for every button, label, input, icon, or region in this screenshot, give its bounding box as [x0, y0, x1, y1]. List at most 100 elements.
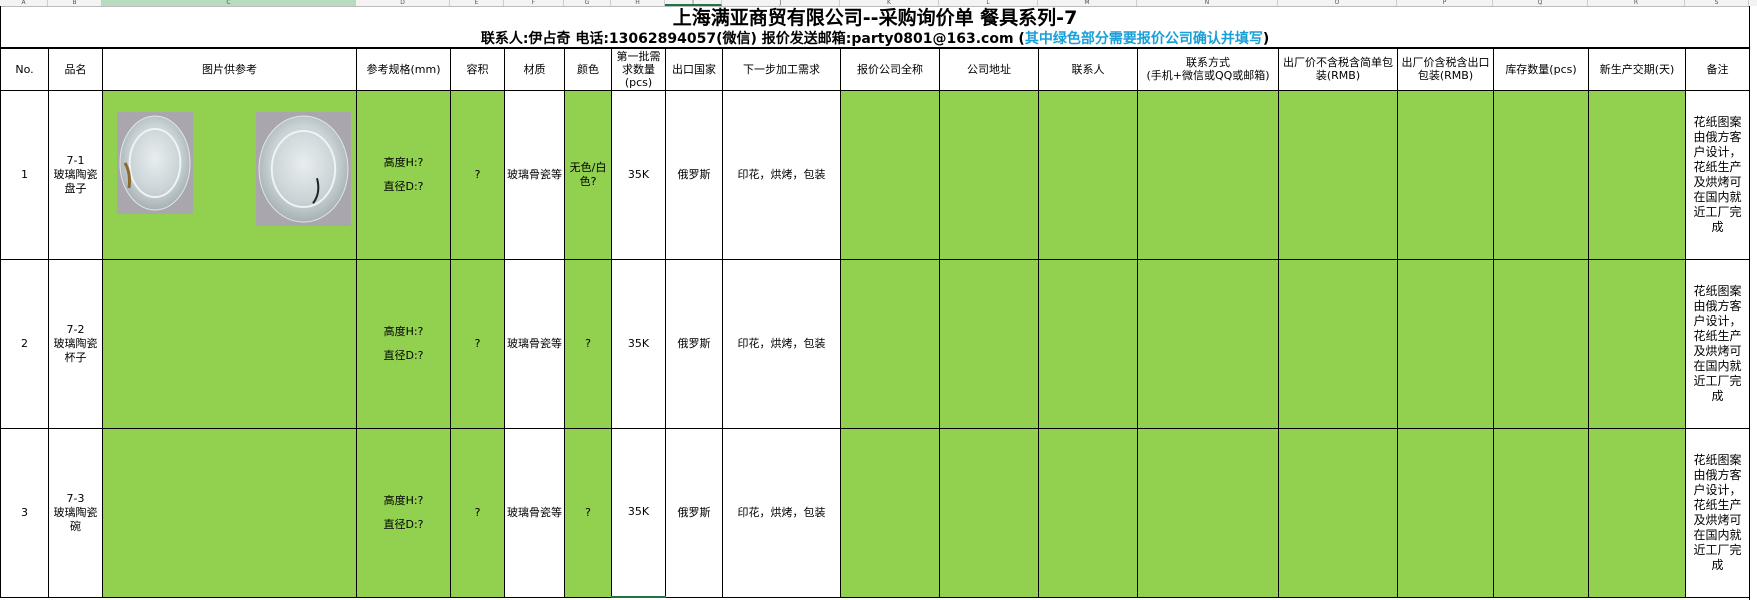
company-address-cell[interactable]	[939, 258, 1039, 429]
column-letter-C[interactable]: C	[102, 0, 356, 6]
header-cell[interactable]: 材质	[504, 47, 565, 91]
remark-cell[interactable]: 花纸图案由俄方客户设计，花纸生产及烘烤可在国内就近工厂完成	[1684, 258, 1751, 429]
no-cell[interactable]: 3	[0, 427, 49, 598]
remark-cell[interactable]: 花纸图案由俄方客户设计，花纸生产及烘烤可在国内就近工厂完成	[1684, 89, 1751, 260]
sheet-subtitle[interactable]: 联系人:伊占奇 电话:13062894057(微信) 报价发送邮箱:party0…	[0, 30, 1751, 49]
column-letter-N[interactable]: N	[1137, 0, 1278, 6]
column-letter-E[interactable]: E	[450, 0, 504, 6]
header-cell[interactable]: 图片供参考	[102, 47, 357, 91]
stock-cell[interactable]	[1493, 427, 1589, 598]
color-cell[interactable]: 无色/白色?	[564, 89, 612, 260]
image-cell[interactable]	[102, 258, 357, 429]
column-letter-A[interactable]: A	[0, 0, 48, 6]
header-cell[interactable]: 新生产交期(天)	[1588, 47, 1686, 91]
plate-photo-1[interactable]	[117, 112, 193, 218]
material-cell[interactable]: 玻璃骨瓷等	[504, 89, 565, 260]
plate-photo-2[interactable]	[256, 112, 351, 230]
price-excl-tax-cell[interactable]	[1278, 258, 1398, 429]
header-cell[interactable]: 库存数量(pcs)	[1493, 47, 1589, 91]
company-address-cell[interactable]	[939, 427, 1039, 598]
qty-cell[interactable]: 35K	[611, 89, 666, 260]
header-cell[interactable]: No.	[0, 47, 49, 91]
price-incl-tax-cell[interactable]	[1397, 427, 1494, 598]
column-letter-L[interactable]: L	[939, 0, 1038, 6]
header-cell[interactable]: 品名	[48, 47, 103, 91]
column-letter-F[interactable]: F	[504, 0, 564, 6]
column-letter-I[interactable]: I	[665, 0, 722, 6]
header-cell[interactable]: 报价公司全称	[840, 47, 940, 91]
column-letter-O[interactable]: O	[1278, 0, 1397, 6]
column-letter-R[interactable]: R	[1588, 0, 1685, 6]
column-letter-B[interactable]: B	[48, 0, 102, 6]
product-name-cell[interactable]: 7-2 玻璃陶瓷杯子	[48, 258, 103, 429]
column-letter-G[interactable]: G	[564, 0, 611, 6]
column-letter-D[interactable]: D	[356, 0, 450, 6]
process-cell[interactable]: 印花，烘烤，包装	[722, 89, 841, 260]
spec-cell[interactable]: 高度H:? 直径D:?	[356, 427, 451, 598]
stock-cell[interactable]	[1493, 89, 1589, 260]
column-letter-M[interactable]: M	[1038, 0, 1137, 6]
material-cell[interactable]: 玻璃骨瓷等	[504, 427, 565, 598]
lead-time-cell[interactable]	[1588, 89, 1686, 260]
volume-cell[interactable]: ?	[450, 258, 505, 429]
price-incl-tax-cell[interactable]	[1397, 89, 1494, 260]
header-cell[interactable]: 容积	[450, 47, 505, 91]
process-cell[interactable]: 印花，烘烤，包装	[722, 258, 841, 429]
company-address-cell[interactable]	[939, 89, 1039, 260]
header-cell[interactable]: 第一批需求数量(pcs)	[611, 47, 666, 91]
header-cell[interactable]: 出厂价不含税含简单包装(RMB)	[1278, 47, 1398, 91]
column-letter-J[interactable]: J	[722, 0, 840, 6]
company-name-cell[interactable]	[840, 427, 940, 598]
spec-cell[interactable]: 高度H:? 直径D:?	[356, 89, 451, 260]
header-cell[interactable]: 联系方式 (手机+微信或QQ或邮箱)	[1137, 47, 1279, 91]
header-cell[interactable]: 公司地址	[939, 47, 1039, 91]
contact-method-cell[interactable]	[1137, 89, 1279, 260]
no-cell[interactable]: 1	[0, 89, 49, 260]
volume-cell[interactable]: ?	[450, 89, 505, 260]
product-name-cell[interactable]: 7-1 玻璃陶瓷盘子	[48, 89, 103, 260]
column-letter-S[interactable]: S	[1685, 0, 1749, 6]
country-cell[interactable]: 俄罗斯	[665, 258, 723, 429]
header-cell[interactable]: 下一步加工需求	[722, 47, 841, 91]
qty-cell[interactable]: 35K	[611, 427, 666, 598]
remark-cell[interactable]: 花纸图案由俄方客户设计，花纸生产及烘烤可在国内就近工厂完成	[1684, 427, 1751, 598]
product-name: 玻璃陶瓷杯子	[53, 336, 98, 364]
price-incl-tax-cell[interactable]	[1397, 258, 1494, 429]
volume-cell[interactable]: ?	[450, 427, 505, 598]
country-cell[interactable]: 俄罗斯	[665, 89, 723, 260]
image-cell[interactable]	[102, 89, 357, 260]
company-name-cell[interactable]	[840, 89, 940, 260]
product-name-cell[interactable]: 7-3 玻璃陶瓷碗	[48, 427, 103, 598]
qty-cell[interactable]: 35K	[611, 258, 666, 429]
contact-method-cell[interactable]	[1137, 427, 1279, 598]
column-letter-K[interactable]: K	[840, 0, 939, 6]
spec-cell[interactable]: 高度H:? 直径D:?	[356, 258, 451, 429]
contact-method-cell[interactable]	[1137, 258, 1279, 429]
price-excl-tax-cell[interactable]	[1278, 89, 1398, 260]
company-name-cell[interactable]	[840, 258, 940, 429]
column-letter-P[interactable]: P	[1397, 0, 1493, 6]
header-cell[interactable]: 联系人	[1038, 47, 1138, 91]
image-cell[interactable]	[102, 427, 357, 598]
header-cell[interactable]: 出口国家	[665, 47, 723, 91]
sheet-title[interactable]: 上海满亚商贸有限公司--采购询价单 餐具系列-7	[0, 6, 1751, 30]
color-cell[interactable]: ?	[564, 427, 612, 598]
header-cell[interactable]: 备注	[1684, 47, 1751, 91]
process-cell[interactable]: 印花，烘烤，包装	[722, 427, 841, 598]
contact-person-cell[interactable]	[1038, 258, 1138, 429]
contact-person-cell[interactable]	[1038, 427, 1138, 598]
material-cell[interactable]: 玻璃骨瓷等	[504, 258, 565, 429]
price-excl-tax-cell[interactable]	[1278, 427, 1398, 598]
header-cell[interactable]: 颜色	[564, 47, 612, 91]
lead-time-cell[interactable]	[1588, 258, 1686, 429]
header-cell[interactable]: 出厂价含税含出口包装(RMB)	[1397, 47, 1494, 91]
stock-cell[interactable]	[1493, 258, 1589, 429]
country-cell[interactable]: 俄罗斯	[665, 427, 723, 598]
column-letter-H[interactable]: H	[611, 0, 665, 6]
header-cell[interactable]: 参考规格(mm)	[356, 47, 451, 91]
column-letter-Q[interactable]: Q	[1493, 0, 1588, 6]
contact-person-cell[interactable]	[1038, 89, 1138, 260]
color-cell[interactable]: ?	[564, 258, 612, 429]
no-cell[interactable]: 2	[0, 258, 49, 429]
lead-time-cell[interactable]	[1588, 427, 1686, 598]
